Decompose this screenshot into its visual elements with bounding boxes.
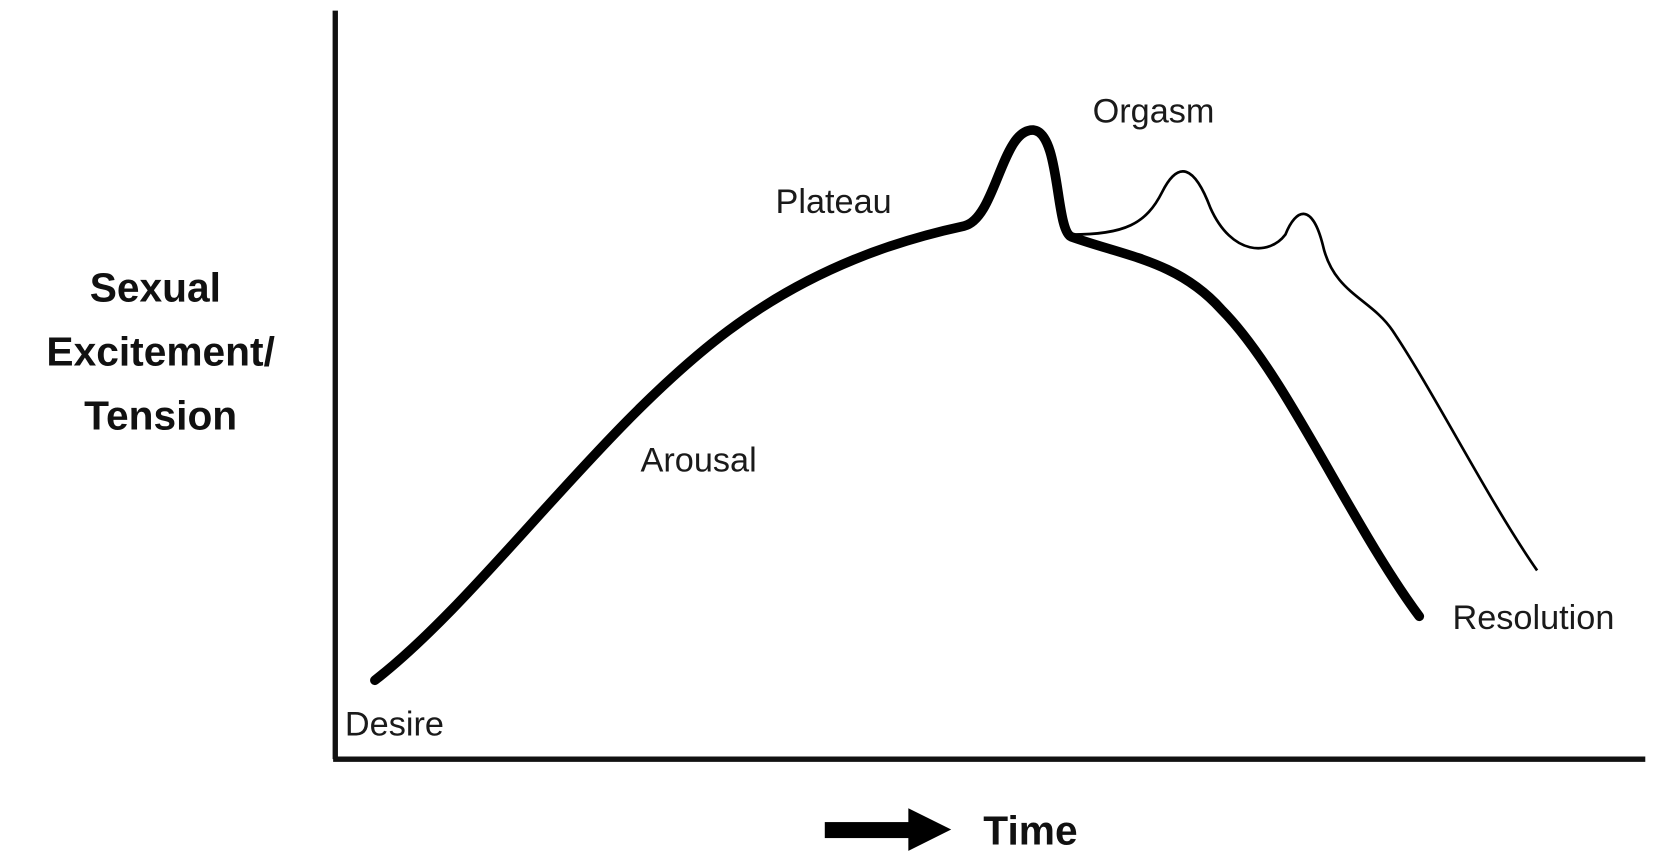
phase-label: Desire <box>345 706 444 744</box>
response-curve <box>370 125 1425 686</box>
time-arrow-head <box>908 808 952 851</box>
y-axis-label: Tension <box>84 393 237 439</box>
time-arrow-shaft <box>824 822 913 839</box>
x-axis-label: Time <box>983 808 1077 853</box>
phase-label: Plateau <box>776 183 892 221</box>
phase-label: Orgasm <box>1093 93 1215 131</box>
phase-label: Arousal <box>641 441 757 479</box>
multiple-orgasm-curve <box>1071 170 1539 572</box>
y-axis-label: Sexual <box>90 265 221 311</box>
y-axis-label: Excitement/ <box>46 329 274 375</box>
phase-label: Resolution <box>1452 599 1614 637</box>
